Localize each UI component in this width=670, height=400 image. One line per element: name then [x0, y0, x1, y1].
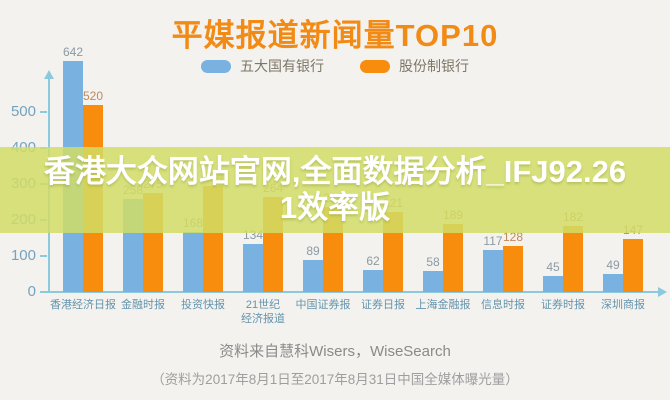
x-axis-arrow-icon — [658, 287, 667, 297]
legend-item-jointstock-banks: 股份制银行 — [360, 56, 469, 76]
y-axis-arrow-icon — [44, 70, 54, 79]
watermark-line2: 1效率版 — [279, 190, 391, 225]
y-tick-label: 0 — [27, 283, 36, 300]
bar-value-label: 128 — [502, 230, 524, 244]
x-category-label: 证券时报 — [541, 299, 585, 311]
bar-orange-8 — [563, 226, 583, 292]
bar-value-label: 89 — [306, 244, 320, 258]
legend-swatch-orange-icon — [360, 59, 390, 73]
bar-blue-2 — [183, 232, 203, 292]
bar-blue-6 — [423, 271, 443, 292]
y-tick-mark — [40, 255, 47, 257]
bar-blue-7 — [483, 250, 503, 292]
x-category-label: 金融时报 — [121, 299, 165, 311]
bar-orange-6 — [443, 224, 463, 292]
y-tick-label: 100 — [10, 247, 36, 264]
bar-blue-5 — [363, 270, 383, 292]
bar-value-label: 520 — [82, 89, 104, 103]
period-line: （资料为2017年8月1日至2017年8月31日中国全媒体曝光量） — [151, 372, 519, 387]
legend: 五大国有银行 股份制银行 — [0, 56, 670, 76]
y-tick-mark — [40, 111, 47, 113]
legend-item-state-banks: 五大国有银行 — [201, 56, 324, 76]
x-category-label: 深圳商报 — [601, 299, 645, 311]
x-category-label: 投资快报 — [181, 299, 225, 311]
bar-blue-4 — [303, 260, 323, 292]
x-category-label: 证券日报 — [361, 299, 405, 311]
legend-label-state-banks: 五大国有银行 — [240, 58, 324, 74]
bar-value-label: 117 — [483, 234, 503, 248]
x-category-label: 上海金融报 — [415, 299, 471, 311]
bar-orange-9 — [623, 239, 643, 292]
legend-swatch-blue-icon — [201, 59, 231, 73]
bar-value-label: 45 — [546, 260, 560, 274]
x-axis-line — [40, 291, 660, 293]
bar-value-label: 62 — [366, 254, 380, 268]
bar-blue-8 — [543, 276, 563, 292]
watermark-line1: 香港大众网站官网,全面数据分析_IFJ92.26 — [43, 154, 627, 190]
bar-blue-3 — [243, 244, 263, 292]
source-footer: 资料来自慧科Wisers，WiseSearch （资料为2017年8月1日至20… — [0, 340, 670, 388]
x-category-label: 香港经济日报 — [50, 299, 116, 311]
watermark-overlay: 香港大众网站官网,全面数据分析_IFJ92.26 1效率版 — [0, 147, 670, 233]
bar-value-label: 58 — [426, 255, 440, 269]
source-line: 资料来自慧科Wisers，WiseSearch — [219, 343, 451, 360]
legend-label-jointstock-banks: 股份制银行 — [399, 58, 469, 74]
bar-value-label: 49 — [606, 258, 620, 272]
bar-blue-9 — [603, 274, 623, 292]
bar-orange-7 — [503, 246, 523, 292]
x-category-label: 信息时报 — [481, 299, 525, 311]
y-tick-label: 500 — [10, 103, 36, 120]
chart-title: 平媒报道新闻量TOP10 — [171, 18, 499, 53]
x-category-label: 21世纪 经济报道 — [241, 299, 285, 325]
bar-value-label: 642 — [62, 45, 84, 59]
x-category-label: 中国证券报 — [295, 299, 351, 311]
